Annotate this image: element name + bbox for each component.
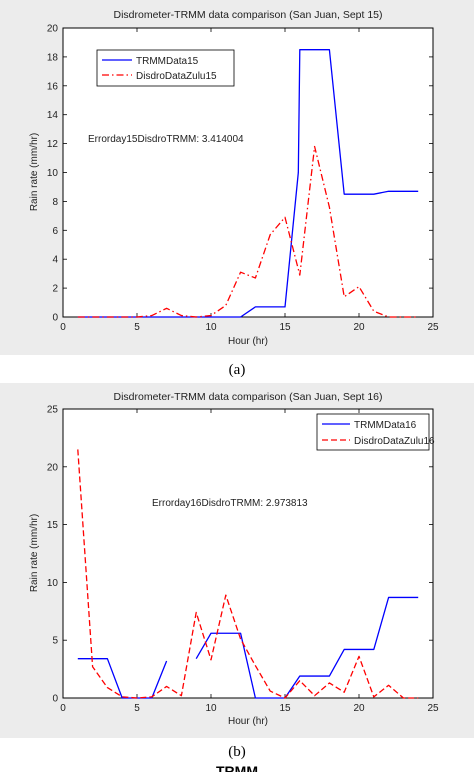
chart-b-series-line-2 bbox=[77, 449, 419, 699]
chart-a-y-tick-label: 16 bbox=[47, 81, 59, 92]
axes-b bbox=[62, 408, 434, 699]
chart-b-y-tick-label: 0 bbox=[52, 694, 58, 705]
chart-a: Disdrometer-TRMM data comparison (San Ju… bbox=[0, 0, 474, 355]
chart-a-legend-label-1: TRMMData15 bbox=[136, 56, 199, 67]
chart-b-legend-label-2: DisdroDataZulu16 bbox=[354, 436, 435, 447]
chart-b-title: Disdrometer-TRMM data comparison (San Ju… bbox=[113, 391, 382, 403]
chart-b-x-tick-label: 0 bbox=[60, 703, 66, 714]
chart-a-y-tick-label: 6 bbox=[52, 226, 58, 237]
chart-b-x-tick-label: 15 bbox=[279, 703, 291, 714]
chart-a-x-tick-label: 5 bbox=[134, 322, 140, 333]
chart-b-legend-box bbox=[316, 413, 430, 451]
chart-a-ylabel: Rain rate (mm/hr) bbox=[29, 133, 40, 211]
chart-b-x-tick-label: 5 bbox=[134, 703, 140, 714]
chart-b-y-tick-label: 10 bbox=[47, 578, 59, 589]
caption-b: (b) bbox=[228, 744, 246, 760]
chart-a-annotation: Errorday15DisdroTRMM: 3.414004 bbox=[88, 134, 244, 145]
chart-b-ylabel: Rain rate (mm/hr) bbox=[29, 514, 40, 592]
bottom-text-fragment: ... TRMM ... bbox=[200, 763, 273, 772]
chart-b-x-ticks: 0 5 10 15 20 25 bbox=[60, 409, 439, 714]
chart-b-y-ticks: 0 5 10 15 20 25 bbox=[47, 405, 433, 705]
chart-a-y-tick-label: 12 bbox=[47, 139, 59, 150]
chart-a-y-tick-label: 20 bbox=[47, 24, 59, 35]
chart-b-legend-label-1: TRMMData16 bbox=[354, 420, 417, 431]
chart-b-xlabel: Hour (hr) bbox=[228, 716, 268, 727]
chart-a-y-tick-label: 0 bbox=[52, 313, 58, 324]
chart-a-title: Disdrometer-TRMM data comparison (San Ju… bbox=[113, 9, 382, 21]
chart-b: Disdrometer-TRMM data comparison (San Ju… bbox=[0, 383, 474, 738]
chart-b-legend: TRMMData16 DisdroDataZulu16 bbox=[316, 413, 435, 451]
chart-a-legend-label-2: DisdroDataZulu15 bbox=[136, 71, 217, 82]
chart-a-x-tick-label: 10 bbox=[205, 322, 217, 333]
chart-b-annotation: Errorday16DisdroTRMM: 2.973813 bbox=[152, 498, 308, 509]
chart-a-xlabel: Hour (hr) bbox=[228, 336, 268, 347]
chart-a-y-tick-label: 10 bbox=[47, 168, 59, 179]
chart-b-y-tick-label: 15 bbox=[47, 520, 59, 531]
chart-a-x-tick-label: 15 bbox=[279, 322, 291, 333]
chart-a-x-tick-label: 25 bbox=[427, 322, 439, 333]
chart-a-y-tick-label: 14 bbox=[47, 110, 59, 121]
chart-a-y-ticks: 0 2 4 6 8 10 12 14 16 18 20 bbox=[47, 24, 433, 324]
caption-a: (a) bbox=[229, 362, 246, 378]
chart-b-x-tick-label: 10 bbox=[205, 703, 217, 714]
chart-a-series bbox=[77, 49, 419, 318]
chart-a-x-tick-label: 20 bbox=[353, 322, 365, 333]
chart-b-y-tick-label: 5 bbox=[52, 636, 58, 647]
chart-b-y-tick-label: 25 bbox=[47, 405, 59, 416]
chart-b-x-tick-label: 20 bbox=[353, 703, 365, 714]
chart-b-x-tick-label: 25 bbox=[427, 703, 439, 714]
chart-a-x-tick-label: 0 bbox=[60, 322, 66, 333]
chart-a-series-line-2 bbox=[77, 145, 419, 318]
chart-a-legend-box bbox=[96, 49, 235, 87]
chart-a-y-tick-label: 8 bbox=[52, 197, 58, 208]
chart-a-y-tick-label: 2 bbox=[52, 284, 58, 295]
chart-b-y-tick-label: 20 bbox=[47, 462, 59, 473]
chart-a-y-tick-label: 4 bbox=[52, 255, 58, 266]
chart-a-y-tick-label: 18 bbox=[47, 52, 59, 63]
chart-b-series bbox=[77, 449, 419, 699]
chart-a-legend: TRMMData15 DisdroDataZulu15 bbox=[96, 49, 235, 87]
